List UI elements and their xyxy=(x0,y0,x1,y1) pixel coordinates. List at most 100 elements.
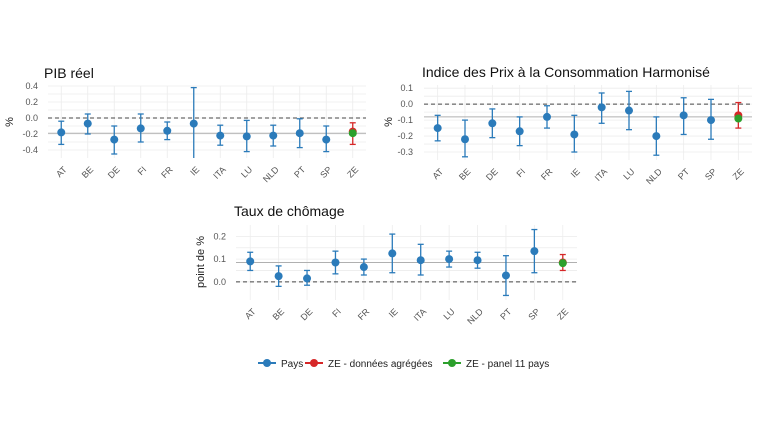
data-point xyxy=(57,128,66,137)
x-tick-label: SP xyxy=(526,306,542,322)
legend-label: ZE - panel 11 pays xyxy=(466,359,549,370)
x-tick-label: PT xyxy=(676,166,692,182)
chart-panel: Indice des Prix à la Consommation Harmon… xyxy=(383,64,752,186)
chart-title: Taux de chômage xyxy=(234,203,345,219)
chart-panel: PIB réel% 0.4 0.2 0.0 -0.2 -0.4 AT BE DE FI FR IE IT… xyxy=(4,65,366,184)
data-point xyxy=(295,129,304,138)
data-point xyxy=(445,255,454,264)
data-point xyxy=(136,124,145,133)
plot-area xyxy=(424,85,752,160)
x-tick-label: AT xyxy=(54,164,69,179)
x-tick-label: IE xyxy=(188,164,201,177)
x-tick-label: BE xyxy=(80,164,96,180)
y-tick-label: 0.0 xyxy=(25,113,38,123)
x-tick-label: ITA xyxy=(412,306,429,323)
data-point xyxy=(707,116,715,125)
data-point xyxy=(246,257,255,266)
x-tick-label: FI xyxy=(514,166,527,179)
data-point xyxy=(189,119,198,128)
data-point xyxy=(597,103,606,112)
y-axis-label: point de % xyxy=(195,236,207,288)
data-point xyxy=(216,131,225,140)
data-point xyxy=(473,256,482,265)
data-point xyxy=(625,106,633,115)
x-tick-label: BE xyxy=(457,166,473,182)
x-tick-label: LU xyxy=(621,166,636,181)
data-point xyxy=(110,135,119,144)
x-tick-label: AT xyxy=(430,166,445,181)
y-tick-label: -0.2 xyxy=(22,129,38,139)
data-point xyxy=(303,274,312,283)
data-point-panel xyxy=(348,129,357,138)
x-tick-label: FI xyxy=(330,306,343,319)
legend: Pays ZE - données agrégées ZE - panel 11… xyxy=(258,359,549,370)
y-tick-label: 0.2 xyxy=(25,97,38,107)
x-tick-label: SP xyxy=(703,166,719,182)
data-point xyxy=(416,256,425,265)
legend-item-ze-panel: ZE - panel 11 pays xyxy=(443,359,549,370)
legend-swatch-dot xyxy=(263,359,271,367)
data-point xyxy=(163,126,172,135)
x-tick-label: ZE xyxy=(731,166,746,181)
data-point xyxy=(652,132,661,141)
y-tick-label: 0.1 xyxy=(400,83,413,93)
x-tick-label: FR xyxy=(539,166,555,182)
data-point xyxy=(322,135,331,144)
x-tick-label: ITA xyxy=(211,164,228,181)
data-point xyxy=(679,111,688,120)
x-tick-label: AT xyxy=(243,306,258,321)
x-tick-label: IE xyxy=(387,306,400,319)
data-point xyxy=(530,247,539,256)
x-tick-label: SP xyxy=(318,164,334,180)
x-tick-label: BE xyxy=(271,306,287,322)
y-tick-label: -0.2 xyxy=(397,131,413,141)
data-point xyxy=(269,131,278,140)
x-tick-label: IE xyxy=(569,166,582,179)
y-tick-label: 0.0 xyxy=(213,277,226,287)
data-point xyxy=(501,271,510,280)
x-tick-label: ZE xyxy=(555,306,570,321)
data-point xyxy=(570,130,579,139)
x-tick-label: NLD xyxy=(465,306,485,326)
data-point xyxy=(274,272,283,281)
legend-label: ZE - données agrégées xyxy=(328,359,433,370)
plot-area xyxy=(48,86,366,158)
y-tick-label: -0.1 xyxy=(397,115,413,125)
y-tick-label: -0.4 xyxy=(22,145,38,155)
y-tick-label: 0.1 xyxy=(213,254,226,264)
legend-label: Pays xyxy=(281,359,303,370)
data-point xyxy=(515,127,524,136)
x-tick-label: DE xyxy=(106,164,122,180)
data-point xyxy=(461,135,469,144)
x-tick-label: LU xyxy=(441,306,456,321)
chart-title: PIB réel xyxy=(44,65,94,81)
legend-item-pays: Pays xyxy=(258,359,303,370)
data-point-panel xyxy=(734,114,743,123)
data-point xyxy=(331,258,340,267)
x-tick-label: DE xyxy=(299,306,315,322)
data-point xyxy=(242,132,251,141)
x-tick-label: ZE xyxy=(345,164,360,179)
data-point xyxy=(488,119,497,128)
y-tick-label: 0.0 xyxy=(400,99,413,109)
data-point xyxy=(433,124,442,133)
x-tick-label: FR xyxy=(356,306,372,322)
x-tick-label: PT xyxy=(498,306,514,322)
legend-swatch-dot xyxy=(310,359,318,367)
x-tick-label: ITA xyxy=(593,166,610,183)
x-tick-label: PT xyxy=(292,164,308,180)
chart-title: Indice des Prix à la Consommation Harmon… xyxy=(422,64,710,80)
data-point xyxy=(83,119,92,128)
y-tick-label: 0.2 xyxy=(213,231,226,241)
x-tick-label: NLD xyxy=(644,166,664,186)
legend-swatch-dot xyxy=(448,359,456,367)
y-tick-label: -0.3 xyxy=(397,147,413,157)
y-axis-label: % xyxy=(4,117,16,127)
data-point xyxy=(543,112,551,121)
x-tick-label: DE xyxy=(484,166,500,182)
data-point xyxy=(388,249,397,258)
data-point-panel xyxy=(558,259,567,268)
x-tick-label: LU xyxy=(239,164,254,179)
x-tick-label: FR xyxy=(159,164,175,180)
